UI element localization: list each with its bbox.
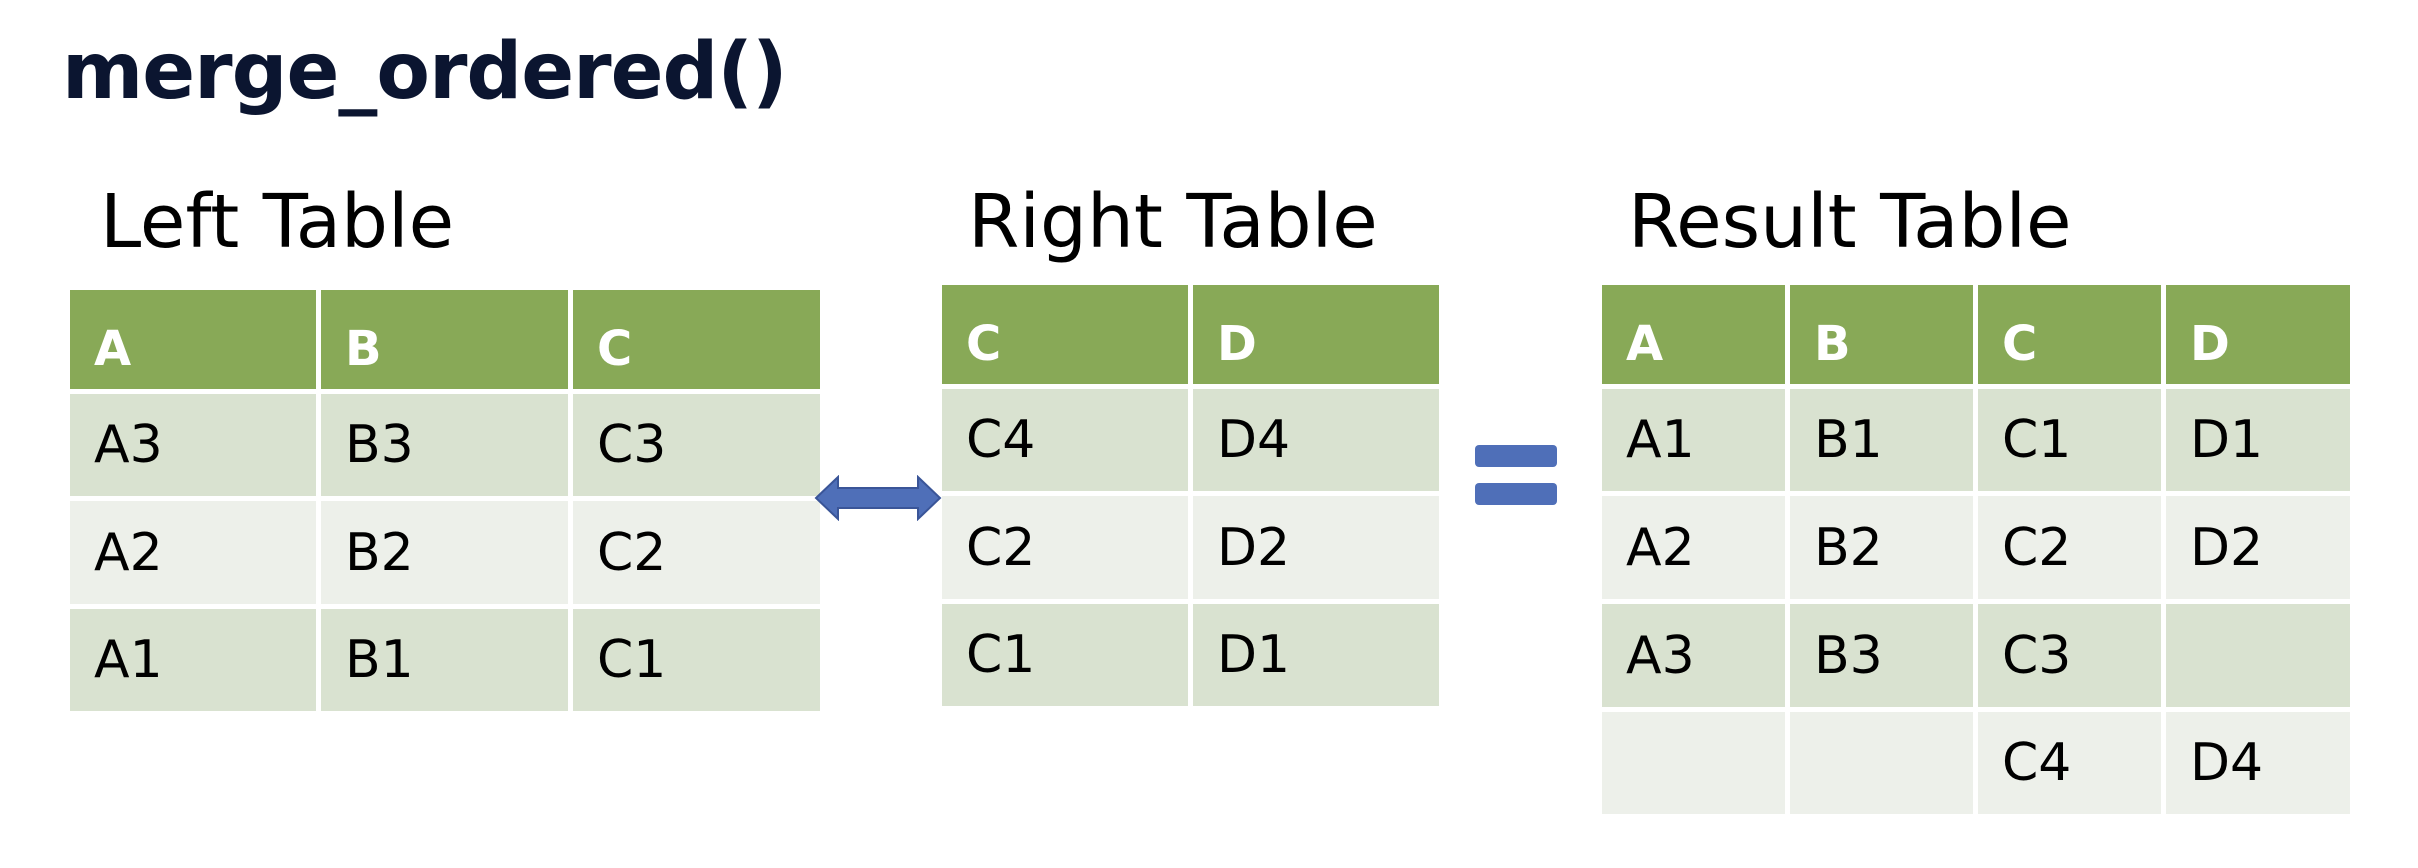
table-cell: D1	[2166, 389, 2350, 491]
table-cell: B3	[1790, 604, 1973, 707]
table-cell: C1	[942, 604, 1188, 706]
table-cell: A1	[70, 609, 316, 711]
table-cell	[2166, 604, 2350, 707]
table-cell: C1	[573, 609, 820, 711]
table-cell: B2	[1790, 496, 1973, 599]
table-cell: C3	[1978, 604, 2161, 707]
table-cell	[1602, 712, 1785, 814]
table-cell: D1	[1193, 604, 1439, 706]
header-cell: A	[70, 290, 316, 389]
left-table: A B C A3 B3 C3 A2 B2 C2 A1 B1 C1	[70, 290, 820, 711]
table-cell: C2	[942, 496, 1188, 599]
table-cell: A3	[1602, 604, 1785, 707]
result-table: A B C D A1 B1 C1 D1 A2 B2 C2 D2 A3 B3 C3…	[1602, 285, 2350, 814]
right-table: C D C4 D4 C2 D2 C1 D1	[942, 285, 1439, 706]
table-cell	[1790, 712, 1973, 814]
table-cell: A2	[70, 501, 316, 604]
header-cell: C	[942, 285, 1188, 384]
right-table-title: Right Table	[968, 179, 1378, 265]
table-cell: B2	[321, 501, 568, 604]
header-cell: C	[1978, 285, 2161, 384]
table-cell: A1	[1602, 389, 1785, 491]
table-cell: C4	[942, 389, 1188, 491]
table-cell: C3	[573, 394, 820, 496]
header-cell: A	[1602, 285, 1785, 384]
left-table-title: Left Table	[100, 179, 455, 265]
table-cell: D2	[1193, 496, 1439, 599]
table-cell: C4	[1978, 712, 2161, 814]
header-cell: C	[573, 290, 820, 389]
table-cell: C2	[1978, 496, 2161, 599]
table-cell: B3	[321, 394, 568, 496]
table-cell: D4	[1193, 389, 1439, 491]
table-cell: A2	[1602, 496, 1785, 599]
header-cell: D	[1193, 285, 1439, 384]
table-cell: B1	[1790, 389, 1973, 491]
table-cell: D2	[2166, 496, 2350, 599]
page-title: merge_ordered()	[62, 27, 788, 117]
table-cell: C1	[1978, 389, 2161, 491]
equals-icon	[1475, 445, 1557, 505]
table-cell: C2	[573, 501, 820, 604]
table-cell: A3	[70, 394, 316, 496]
header-cell: B	[321, 290, 568, 389]
result-table-title: Result Table	[1628, 179, 2072, 265]
header-cell: B	[1790, 285, 1973, 384]
double-arrow-icon	[814, 475, 942, 521]
table-cell: B1	[321, 609, 568, 711]
header-cell: D	[2166, 285, 2350, 384]
table-cell: D4	[2166, 712, 2350, 814]
